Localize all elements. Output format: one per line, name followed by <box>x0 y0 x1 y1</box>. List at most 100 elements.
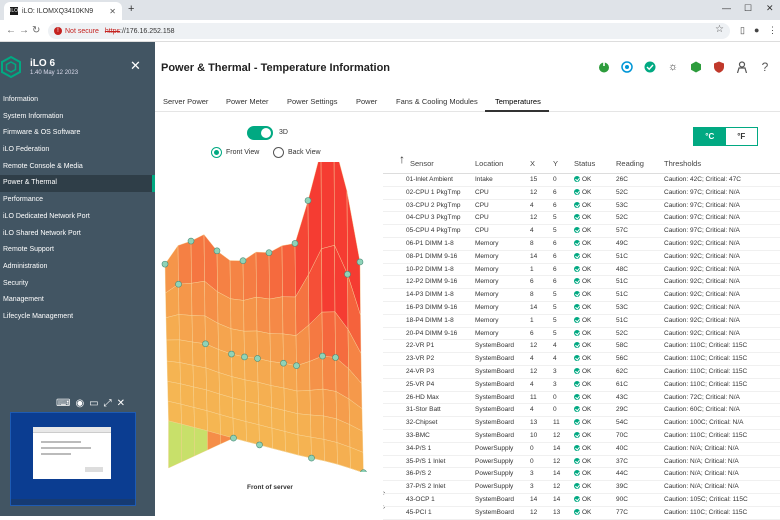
sensor-marker[interactable] <box>293 362 300 370</box>
sidebar-item-management[interactable]: Management <box>3 296 44 304</box>
sensor-marker[interactable] <box>241 353 248 361</box>
remote-console-preview[interactable] <box>10 412 136 506</box>
toggle-3d[interactable] <box>247 126 273 140</box>
power-status-icon[interactable] <box>597 60 611 74</box>
sensor-marker[interactable] <box>304 197 312 204</box>
not-secure-badge[interactable]: ! Not secure <box>54 27 99 35</box>
sidebar-item-performance[interactable]: Performance <box>3 196 44 204</box>
sensor-marker[interactable] <box>256 441 263 449</box>
close-icon[interactable]: ✕ <box>116 398 126 409</box>
sidebar-item-ilo-dedicated-network-port[interactable]: iLO Dedicated Network Port <box>3 212 90 220</box>
sidebar-item-administration[interactable]: Administration <box>3 262 48 270</box>
table-row[interactable]: 16-P3 DIMM 9-16 Memory 14 5 53C Caution: 92C;… <box>383 302 780 315</box>
sidebar-item-ilo-federation[interactable]: iLO Federation <box>3 146 50 154</box>
tab-power-settings[interactable]: Power Settings <box>287 97 338 106</box>
uid-icon[interactable] <box>620 60 634 74</box>
col-status[interactable]: Status <box>574 159 596 168</box>
table-row[interactable]: 03-CPU 2 PkgTmp CPU 4 6 53C Caution: 97C; Cri… <box>383 200 780 213</box>
expand-icon[interactable]: ⤢ <box>103 398 112 409</box>
table-row[interactable]: 10-P2 DIMM 1-8 Memory 1 6 48C Caution: 92C; C… <box>383 264 780 277</box>
table-row[interactable]: 32-Chipset SystemBoard 13 11 54C Caution: 100… <box>383 417 780 430</box>
col-x[interactable]: X <box>530 159 536 168</box>
col-y[interactable]: Y <box>553 159 559 168</box>
thermal-3d-map[interactable] <box>159 162 381 472</box>
col-thresholds[interactable]: Thresholds <box>664 159 702 168</box>
sidebar-item-remote-console-media[interactable]: Remote Console & Media <box>3 162 83 170</box>
sidebar-item-information[interactable]: Information <box>3 96 39 103</box>
security-shield-icon[interactable] <box>712 60 726 74</box>
sidebar-item-system-information[interactable]: System Information <box>3 112 64 120</box>
help-icon[interactable]: ? <box>761 60 769 74</box>
sensor-marker[interactable] <box>161 260 169 268</box>
minimize-window-icon[interactable]: — <box>722 3 731 13</box>
new-tab-button[interactable]: + <box>128 3 135 15</box>
sensor-marker[interactable] <box>344 270 351 278</box>
bookmark-star-icon[interactable]: ☆ <box>715 24 724 35</box>
sidebar-panel-icon[interactable]: ▯ <box>740 25 745 35</box>
sensor-marker[interactable] <box>356 258 364 266</box>
media-icon[interactable]: ◉ <box>75 398 85 409</box>
celsius-button[interactable]: °C <box>694 128 726 145</box>
table-row[interactable]: 31-Stor Batt SystemBoard 4 0 29C Caution: 60C… <box>383 404 780 418</box>
sidebar-item-remote-support[interactable]: Remote Support <box>3 246 54 254</box>
sensor-marker[interactable] <box>319 352 326 360</box>
table-row[interactable]: 14-P3 DIMM 1-8 Memory 8 5 51C Caution: 92C; C… <box>383 289 780 302</box>
close-window-icon[interactable]: ✕ <box>766 3 774 13</box>
url-field[interactable]: ! Not secure https://176.16.252.158 ☆ <box>48 23 730 39</box>
tab-fans-cooling-modules[interactable]: Fans & Cooling Modules <box>396 97 478 106</box>
sensor-marker[interactable] <box>291 240 299 247</box>
maximize-window-icon[interactable]: ☐ <box>744 3 753 13</box>
sensor-marker[interactable] <box>308 454 315 462</box>
user-icon[interactable] <box>735 60 749 74</box>
brightness-icon[interactable]: ☼ <box>667 61 679 73</box>
table-row[interactable]: 45-PCI 1 SystemBoard 12 13 77C Caution: 110C;… <box>383 507 780 520</box>
sensor-marker[interactable] <box>175 280 182 288</box>
sensor-marker[interactable] <box>228 350 235 358</box>
chevron-right-icon[interactable]: › <box>383 504 386 511</box>
sensor-marker[interactable] <box>360 469 367 472</box>
sensor-marker[interactable] <box>239 257 247 265</box>
sensor-marker[interactable] <box>280 359 287 367</box>
fahrenheit-button[interactable]: °F <box>737 132 746 141</box>
table-row[interactable]: 25-VR P4 SystemBoard 4 3 61C Caution: 110C; C… <box>383 379 780 392</box>
sidebar-item-lifecycle-management[interactable]: Lifecycle Management <box>3 312 74 320</box>
table-row[interactable]: 01-Inlet Ambient Intake 15 0 26C Caution: 42C… <box>383 174 780 187</box>
tab-power-meter[interactable]: Power Meter <box>226 97 269 106</box>
forward-icon[interactable]: → <box>19 25 29 36</box>
table-row[interactable]: 08-P1 DIMM 9-16 Memory 14 6 51C Caution: 92C;… <box>383 251 780 264</box>
tab-temperatures[interactable]: Temperatures <box>495 97 541 106</box>
table-row[interactable]: 43-OCP 1 SystemBoard 14 14 90C Caution: 105C;… <box>383 494 780 507</box>
table-row[interactable]: 18-P4 DIMM 1-8 Memory 1 5 51C Caution: 92C; C… <box>383 315 780 328</box>
sidebar-item-ilo-shared-network-port[interactable]: iLO Shared Network Port <box>3 229 81 237</box>
tab-power[interactable]: Power <box>356 97 378 106</box>
ilo-hexagon-icon[interactable] <box>689 60 703 74</box>
table-row[interactable]: 34-P/S 1 PowerSupply 0 14 40C Caution: N/A; C… <box>383 443 780 456</box>
table-row[interactable]: 33-BMC SystemBoard 10 12 70C Caution: 110C; C… <box>383 430 780 443</box>
table-row[interactable]: 23-VR P2 SystemBoard 4 4 56C Caution: 110C; C… <box>383 353 780 366</box>
table-row[interactable]: 24-VR P3 SystemBoard 12 3 62C Caution: 110C; … <box>383 366 780 379</box>
sidebar-item-power-thermal[interactable]: Power & Thermal <box>0 175 155 193</box>
col-reading[interactable]: Reading <box>616 159 644 168</box>
table-row[interactable]: 37-P/S 2 Inlet PowerSupply 3 12 39C Caution: … <box>383 481 780 494</box>
front-view-radio[interactable] <box>211 147 222 158</box>
table-row[interactable]: 02-CPU 1 PkgTmp CPU 12 6 52C Caution: 97C; Cr… <box>383 187 780 200</box>
sort-arrow-icon[interactable]: ↑ <box>399 152 405 166</box>
table-row[interactable]: 35-P/S 1 Inlet PowerSupply 0 12 37C Caution: … <box>383 456 780 469</box>
health-icon[interactable] <box>643 60 657 74</box>
sidebar-item-security[interactable]: Security <box>3 279 29 287</box>
sensor-marker[interactable] <box>202 340 209 348</box>
table-row[interactable]: 22-VR P1 SystemBoard 12 4 58C Caution: 110C; … <box>383 340 780 354</box>
table-row[interactable]: 20-P4 DIMM 9-16 Memory 6 5 52C Caution: 92C; … <box>383 328 780 341</box>
sensor-marker[interactable] <box>254 355 261 362</box>
browser-menu-icon[interactable]: ⋮ <box>768 25 777 35</box>
tab-server-power[interactable]: Server Power <box>163 97 209 106</box>
sensor-marker[interactable] <box>230 434 237 442</box>
sensor-marker[interactable] <box>332 354 339 361</box>
back-icon[interactable]: ← <box>6 25 16 36</box>
monitor-icon[interactable]: ▭ <box>89 398 99 409</box>
close-tab-icon[interactable]: ✕ <box>109 6 116 16</box>
sensor-marker[interactable] <box>187 237 195 245</box>
back-view-radio[interactable] <box>273 147 284 158</box>
reload-icon[interactable]: ↻ <box>32 25 41 36</box>
table-row[interactable]: 12-P2 DIMM 9-16 Memory 6 6 51C Caution: 92C; … <box>383 276 780 290</box>
